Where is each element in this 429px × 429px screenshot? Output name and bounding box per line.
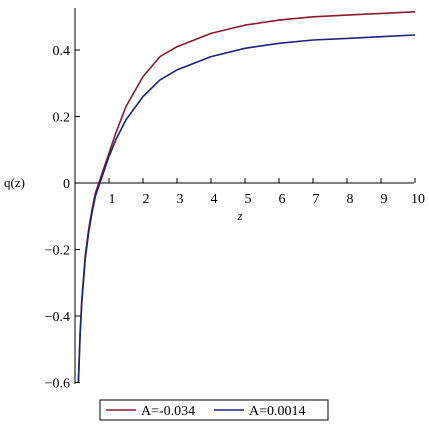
y-axis-title: q(z) <box>4 175 25 190</box>
x-tick-label: 7 <box>313 192 320 207</box>
x-tick-label: 6 <box>279 192 286 207</box>
y-tick-label: −0.2 <box>45 244 70 259</box>
legend: A=-0.034 A=0.0014 <box>99 399 329 421</box>
x-tick-label: 4 <box>211 192 218 207</box>
x-axis-title: z <box>236 208 242 223</box>
y-tick-group: 0.4 0.2 0 −0.2 −0.4 −0.6 <box>45 44 80 392</box>
x-tick-label: 9 <box>381 192 388 207</box>
y-tick-label: −0.6 <box>45 377 70 392</box>
y-tick-label: 0.2 <box>53 111 71 126</box>
legend-label-a-neg-0034: A=-0.034 <box>141 404 195 419</box>
legend-label-a-00014: A=0.0014 <box>249 404 306 419</box>
x-tick-label: 1 <box>109 192 116 207</box>
x-tick-label: 2 <box>143 192 150 207</box>
x-tick-label: 8 <box>347 192 354 207</box>
x-tick-label: 5 <box>245 192 252 207</box>
y-tick-label: −0.4 <box>45 310 70 325</box>
x-tick-label: 3 <box>177 192 184 207</box>
x-tick-group: 1 2 3 4 5 6 7 8 9 10 <box>108 178 425 207</box>
x-tick-label: 10 <box>411 192 425 207</box>
series-group <box>77 11 416 383</box>
y-tick-label: 0.4 <box>53 44 71 59</box>
y-tick-label: 0 <box>63 177 70 192</box>
series-line-1 <box>77 34 416 383</box>
